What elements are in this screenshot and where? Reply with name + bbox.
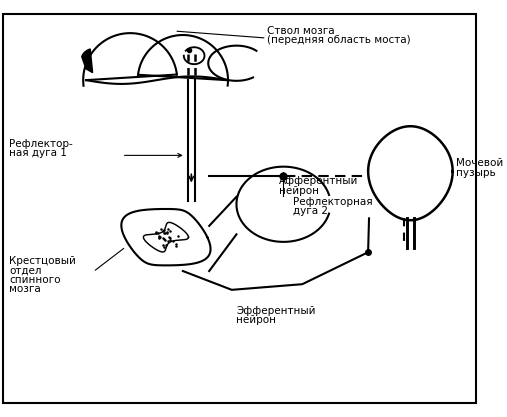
Text: Мочевой: Мочевой xyxy=(456,158,503,168)
Text: Афферентный: Афферентный xyxy=(279,176,358,186)
Text: (передняя область моста): (передняя область моста) xyxy=(267,35,410,45)
Text: ная дуга 1: ная дуга 1 xyxy=(9,148,67,158)
Text: нейрон: нейрон xyxy=(236,315,276,325)
Text: спинного: спинного xyxy=(9,275,60,285)
Text: Эфферентный: Эфферентный xyxy=(236,306,316,316)
Polygon shape xyxy=(82,49,93,73)
Text: Крестцовый: Крестцовый xyxy=(9,256,76,266)
Text: нейрон: нейрон xyxy=(279,186,319,196)
Text: отдел: отдел xyxy=(9,265,42,275)
Text: мозга: мозга xyxy=(9,284,41,294)
Text: Ствол мозга: Ствол мозга xyxy=(267,26,334,36)
Text: дуга 2: дуга 2 xyxy=(293,206,328,216)
Text: Рефлекторная: Рефлекторная xyxy=(293,197,373,207)
Text: Рефлектор-: Рефлектор- xyxy=(9,139,73,149)
Text: пузырь: пузырь xyxy=(456,168,495,178)
